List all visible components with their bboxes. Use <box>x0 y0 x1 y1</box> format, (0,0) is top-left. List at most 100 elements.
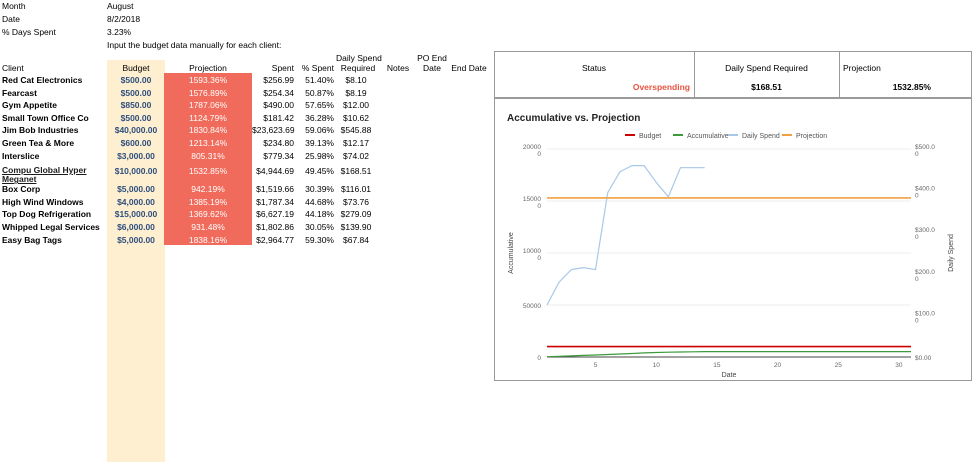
date-value[interactable]: 8/2/2018 <box>107 14 141 24</box>
x-tick: 10 <box>653 362 661 369</box>
client-daily-spend: $8.19 <box>345 87 367 98</box>
client-projection: 1593.36% <box>188 75 228 85</box>
client-budget[interactable]: $5,000.00 <box>117 234 155 245</box>
client-name: Top Dog Refrigeration <box>2 209 92 220</box>
chart-title: Accumulative vs. Projection <box>507 113 640 124</box>
client-name: Green Tea & More <box>2 138 75 148</box>
client-budget[interactable]: $600.00 <box>120 138 152 148</box>
client-pct-spent: 50.87% <box>305 87 334 98</box>
legend-label: Projection <box>796 133 827 140</box>
summary-projection-label: Projection <box>843 63 881 73</box>
y-right-tick: 0 <box>915 234 919 241</box>
client-projection: 1830.84% <box>188 125 228 136</box>
projection-cell-bg <box>164 98 252 111</box>
summary-daily-value: $168.51 <box>751 82 782 92</box>
client-budget[interactable]: $500.00 <box>120 112 152 123</box>
client-projection: 1124.79% <box>189 112 227 123</box>
client-name[interactable]: Compu Global Hyper Meganet <box>2 165 87 185</box>
client-pct-spent: 39.13% <box>305 138 334 148</box>
x-tick: 5 <box>594 362 598 369</box>
client-name: Gym Appetite <box>2 100 57 111</box>
client-name: Jim Bob Industries <box>2 125 79 136</box>
y-right-tick: 0 <box>915 276 919 283</box>
client-spent: $234.80 <box>263 138 294 148</box>
y-right-tick: 0 <box>915 193 919 200</box>
client-budget[interactable]: $500.00 <box>120 75 152 85</box>
client-projection: 1213.14% <box>188 138 228 148</box>
client-projection: 1532.85% <box>188 166 228 177</box>
y-right-tick: $500.0 <box>915 144 935 151</box>
client-daily-spend: $74.02 <box>343 150 369 161</box>
y-right-tick: $400.0 <box>915 186 935 193</box>
client-daily-spend: $139.90 <box>340 222 372 232</box>
header-budget: Budget <box>122 63 150 73</box>
header-end-date: End Date <box>451 63 487 73</box>
client-projection: 1576.89% <box>188 87 228 98</box>
y-axis-right-label: Daily Spend <box>948 234 955 272</box>
projection-cell-bg <box>164 194 252 208</box>
y-left-tick: 0 <box>537 203 541 210</box>
client-projection: 805.31% <box>191 150 225 161</box>
projection-cell-bg <box>164 220 252 233</box>
summary-daily-label: Daily Spend Required <box>725 63 808 73</box>
projection-cell-bg <box>164 123 252 136</box>
y-axis-left-label: Accumulative <box>508 232 515 274</box>
client-name: Small Town Office Co <box>2 112 89 123</box>
client-pct-spent: 30.05% <box>305 222 334 232</box>
budget-column-bg <box>107 60 165 462</box>
header-notes: Notes <box>386 63 410 73</box>
y-left-tick: 50000 <box>523 303 541 310</box>
client-daily-spend: $116.01 <box>340 184 372 195</box>
client-budget[interactable]: $15,000.00 <box>114 209 158 220</box>
client-pct-spent: 59.30% <box>305 234 334 245</box>
client-projection: 1369.62% <box>188 209 228 220</box>
client-name: Interslice <box>2 150 40 161</box>
client-daily-spend: $12.00 <box>343 100 369 111</box>
client-pct-spent: 25.98% <box>305 150 334 161</box>
projection-cell-bg <box>164 136 252 149</box>
header-client: Client <box>2 63 24 73</box>
month-value[interactable]: August <box>107 1 134 11</box>
header-projection: Projection <box>189 63 227 73</box>
summary-status-label: Status <box>581 63 607 73</box>
client-budget[interactable]: $10,000.00 <box>114 166 158 177</box>
legend-label: Budget <box>639 133 661 140</box>
client-pct-spent: 59.06% <box>305 125 334 136</box>
client-pct-spent: 36.28% <box>305 112 334 123</box>
client-daily-spend: $8.10 <box>345 75 367 85</box>
client-projection: 931.48% <box>191 222 225 232</box>
header-po-end-line1: PO End <box>417 53 447 63</box>
x-tick: 20 <box>774 362 782 369</box>
client-pct-spent: 44.18% <box>305 209 334 220</box>
x-axis-label: Date <box>722 372 737 379</box>
client-budget[interactable]: $500.00 <box>120 87 152 98</box>
legend-label: Accumulative <box>687 133 729 140</box>
client-budget[interactable]: $40,000.00 <box>114 125 158 136</box>
client-budget[interactable]: $3,000.00 <box>117 150 155 161</box>
client-daily-spend: $12.17 <box>343 138 369 148</box>
projection-cell-bg <box>164 182 252 195</box>
projection-cell-bg <box>164 110 252 124</box>
client-spent: $23,623.69 <box>252 125 295 136</box>
client-budget[interactable]: $6,000.00 <box>117 222 155 232</box>
client-budget[interactable]: $5,000.00 <box>117 184 155 195</box>
header-daily-spend-line1: Daily Spend <box>336 53 382 63</box>
y-left-tick: 0 <box>537 151 541 158</box>
projection-cell-bg <box>164 207 252 220</box>
client-budget[interactable]: $850.00 <box>120 100 152 111</box>
date-label: Date <box>2 14 20 24</box>
client-spent: $6,627.19 <box>256 209 294 220</box>
y-right-tick: $100.0 <box>915 310 935 317</box>
header-spent: Spent <box>271 63 294 73</box>
client-daily-spend: $168.51 <box>340 166 372 177</box>
days-spent-value[interactable]: 3.23% <box>107 27 132 37</box>
client-name: Whipped Legal Services <box>2 222 100 232</box>
client-name: Fearcast <box>2 87 37 98</box>
client-spent: $4,944.69 <box>256 166 294 177</box>
chart-panel: Accumulative vs. Projection Budget Accumul… <box>494 98 972 381</box>
client-daily-spend: $10.62 <box>343 112 369 123</box>
client-spent: $254.34 <box>263 87 294 98</box>
client-projection: 1385.19% <box>188 196 228 207</box>
projection-cell-bg <box>164 232 252 246</box>
client-budget[interactable]: $4,000.00 <box>117 196 155 207</box>
